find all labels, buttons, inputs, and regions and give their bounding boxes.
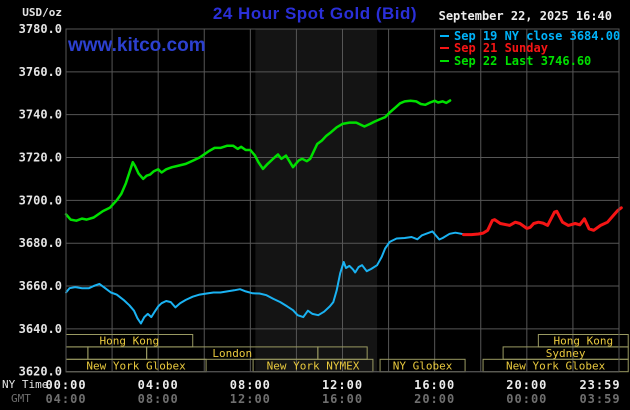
x-tick-gmt: 08:00 (138, 392, 179, 406)
x-tick-gmt: 04:00 (45, 392, 86, 406)
session-label: NY Globex (393, 359, 453, 372)
y-tick-label: 3780.0 (19, 22, 62, 36)
price-line-sep-19-ny-close (65, 230, 465, 325)
legend-line-sample-icon (440, 47, 449, 50)
y-tick-label: 3680.0 (19, 236, 62, 250)
y-tick-label: 3740.0 (19, 108, 62, 122)
datetime-label: September 22, 2025 16:40 (438, 9, 612, 23)
session-label: Hong Kong (553, 335, 613, 348)
x-tick-gmt: 12:00 (230, 392, 271, 406)
session-label: New York NYMEX (267, 359, 360, 372)
session-label: Hong Kong (100, 335, 160, 348)
chart-title: 24 Hour Spot Gold (Bid) (212, 4, 418, 23)
x-tick-ny-time: 12:00 (322, 378, 363, 392)
y-axis-units-label: USD/oz (22, 6, 62, 19)
session-label: Sydney (546, 347, 586, 360)
price-line-sep-21-sunday (462, 206, 623, 237)
y-tick-label: 3700.0 (19, 193, 62, 207)
session-label: New York Globex (506, 359, 606, 372)
session-label: New York Globex (86, 359, 186, 372)
plot-border (65, 28, 620, 373)
legend-label: Sep 21 Sunday (454, 41, 548, 56)
session-box (87, 346, 148, 360)
x-tick-ny-time: 00:00 (45, 378, 86, 392)
legend-line-sample-icon (440, 35, 449, 37)
x-tick-ny-time: 08:00 (230, 378, 271, 392)
x-tick-gmt: 03:59 (579, 392, 620, 406)
x-tick-ny-time: 20:00 (506, 378, 547, 392)
x-tick-gmt: 16:00 (322, 392, 363, 406)
session-box (65, 346, 89, 360)
legend-item-sep19: Sep 19 NY close 3684.00 (440, 30, 620, 42)
y-tick-label: 3660.0 (19, 279, 62, 293)
price-line-sep-22-last (64, 99, 452, 222)
y-tick-label: 3720.0 (19, 151, 62, 165)
y-tick-label: 3760.0 (19, 65, 62, 79)
x-tick-ny-time: 04:00 (138, 378, 179, 392)
x-tick-ny-time: 16:00 (414, 378, 455, 392)
x-tick-gmt: 00:00 (506, 392, 547, 406)
legend-item-sep22: Sep 22 Last 3746.60 (440, 55, 620, 67)
x-tick-ny-time: 23:59 (579, 378, 620, 392)
session-label: London (212, 347, 252, 360)
kitco-watermark: www.kitco.com (68, 35, 206, 56)
chart-legend: Sep 19 NY close 3684.00 Sep 21 Sunday Se… (440, 30, 620, 67)
legend-line-sample-icon (440, 59, 449, 62)
ny-time-axis-label: NY Time (2, 378, 49, 391)
x-tick-gmt: 20:00 (414, 392, 455, 406)
legend-label: Sep 19 NY close 3684.00 (454, 29, 621, 43)
legend-label: Sep 22 Last 3746.60 (454, 53, 592, 68)
y-tick-label: 3620.0 (19, 365, 62, 379)
y-tick-label: 3640.0 (19, 322, 62, 336)
legend-item-sep21: Sep 21 Sunday (440, 41, 620, 56)
gmt-axis-label: GMT (11, 392, 31, 405)
